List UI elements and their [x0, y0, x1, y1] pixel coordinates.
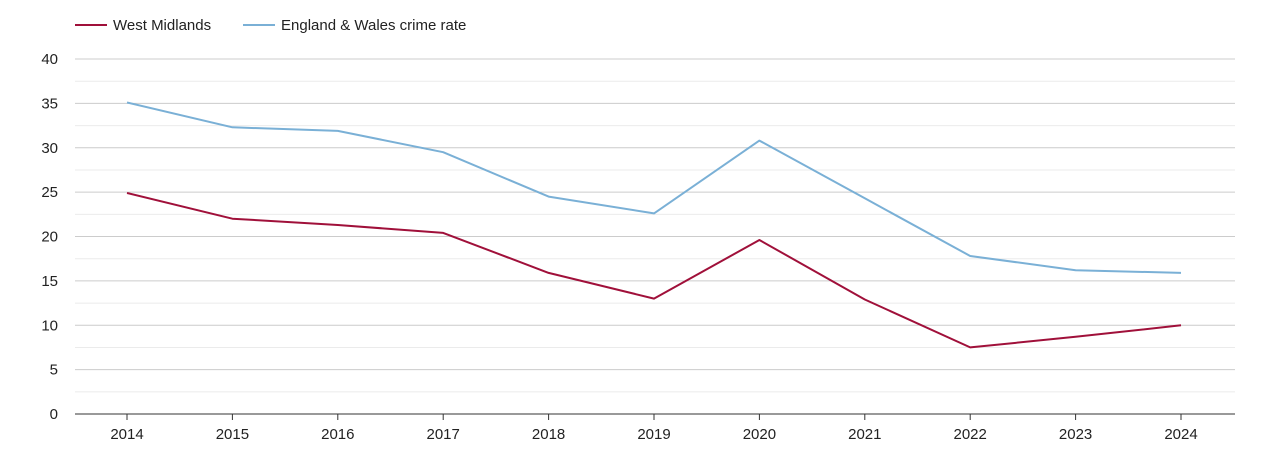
x-tick-label: 2021	[848, 426, 881, 443]
x-tick-label: 2020	[743, 426, 776, 443]
legend-label-england-wales: England & Wales crime rate	[281, 17, 466, 34]
gridlines	[75, 58, 1235, 393]
y-axis: 0 5 10 15 20 25 30 35 40	[41, 51, 58, 423]
series-layer	[126, 101, 1182, 349]
y-tick-label: 5	[50, 362, 58, 379]
y-tick-label: 0	[50, 406, 58, 423]
y-tick-label: 40	[41, 51, 58, 68]
series-line-england-wales-crime-rate	[126, 101, 1182, 274]
x-tick-label: 2015	[216, 426, 249, 443]
x-tick-label: 2022	[954, 426, 987, 443]
x-tick-label: 2016	[321, 426, 354, 443]
x-tick-label: 2018	[532, 426, 565, 443]
y-tick-label: 30	[41, 140, 58, 157]
series-line-west-midlands	[126, 192, 1182, 349]
y-tick-label: 20	[41, 229, 58, 246]
y-tick-label: 25	[41, 184, 58, 201]
x-tick-label: 2017	[427, 426, 460, 443]
y-tick-label: 15	[41, 273, 58, 290]
legend-label-west-midlands: West Midlands	[113, 17, 211, 34]
legend: West Midlands England & Wales crime rate	[75, 17, 466, 34]
y-tick-label: 35	[41, 95, 58, 112]
x-tick-label: 2023	[1059, 426, 1092, 443]
y-tick-label: 10	[41, 317, 58, 334]
x-tick-label: 2014	[110, 426, 143, 443]
x-tick-label: 2024	[1164, 426, 1197, 443]
x-tick-label: 2019	[637, 426, 670, 443]
x-axis: 2014 2015 2016 2017 2018 2019 2020 2021 2022 2023…	[75, 413, 1235, 443]
